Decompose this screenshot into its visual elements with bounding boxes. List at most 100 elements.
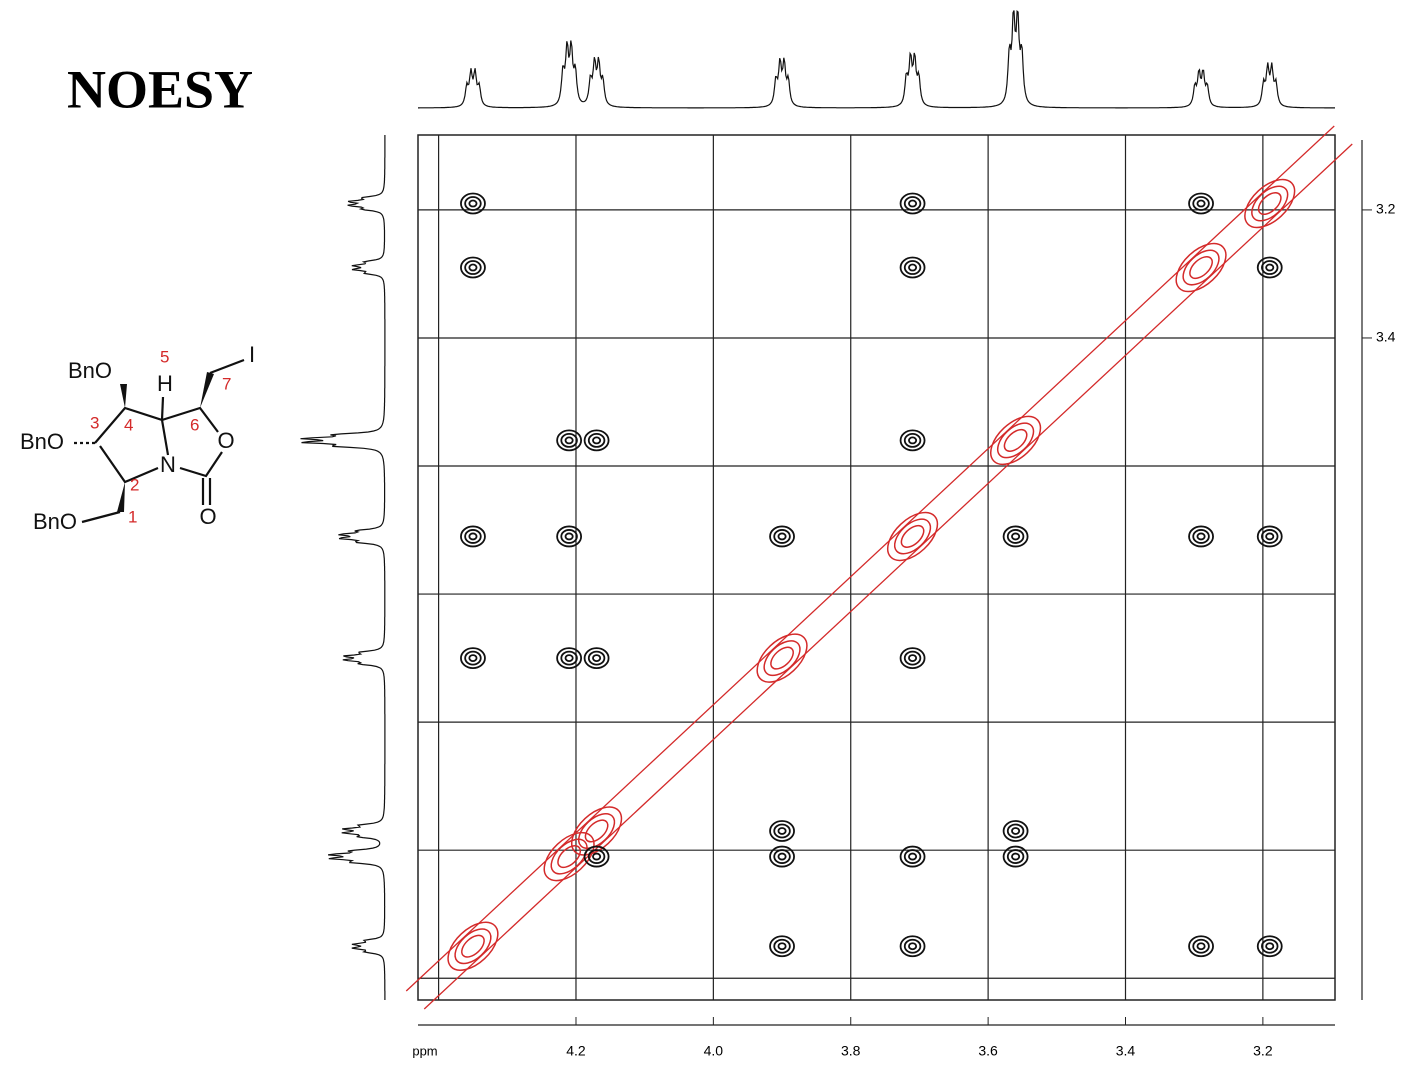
substituent: BnO <box>20 429 64 454</box>
cross-peak <box>1196 199 1206 208</box>
cross-peak <box>592 852 602 861</box>
cross-peak <box>903 849 922 864</box>
cross-peak <box>556 647 583 669</box>
cross-peak <box>468 532 478 541</box>
cross-peak <box>1192 196 1210 211</box>
atom: O <box>199 504 216 529</box>
bond <box>81 510 121 524</box>
cross-peak <box>560 529 578 544</box>
cross-peak <box>460 192 486 215</box>
x-tick-label: 4.0 <box>704 1043 724 1059</box>
cross-peak <box>777 942 787 951</box>
cross-peak <box>1261 529 1279 544</box>
diagonal-peak <box>990 415 1042 466</box>
cross-peak <box>1256 525 1283 548</box>
diagonal-peak <box>996 422 1035 459</box>
cross-peak <box>587 849 606 864</box>
cross-peak <box>1188 192 1214 215</box>
cross-peak <box>903 433 922 448</box>
diagonal-peak <box>756 633 808 683</box>
x-tick-label: 3.2 <box>1253 1043 1273 1059</box>
diagonal-peak <box>571 806 623 856</box>
cross-peak <box>592 654 602 662</box>
bond <box>94 406 170 456</box>
cross-peak <box>1261 260 1279 275</box>
cross-peak <box>908 942 918 951</box>
cross-peak <box>1188 525 1214 548</box>
cross-peak <box>1265 263 1275 272</box>
cross-peak <box>899 256 926 279</box>
diagonal-peak <box>461 934 485 958</box>
diagonal-peak <box>557 845 582 869</box>
diagonal-peak <box>447 921 499 971</box>
diagonal-peak <box>584 819 609 843</box>
cross-peak <box>464 260 482 275</box>
cross-peak <box>468 654 478 662</box>
diagonal-peak <box>543 831 595 882</box>
projection-trace <box>300 135 386 1000</box>
x-tick-label: 3.6 <box>978 1043 998 1059</box>
cross-peak <box>899 647 926 669</box>
cross-peak <box>899 192 926 215</box>
diagonal-peak <box>1251 185 1289 222</box>
cross-peak <box>773 938 791 954</box>
cross-peak <box>1196 942 1206 951</box>
cross-peak <box>903 650 922 666</box>
diagonal-peak <box>770 646 794 670</box>
cross-peak <box>1011 827 1021 835</box>
cross-peak <box>773 823 791 839</box>
cross-peak <box>583 647 610 669</box>
y-tick-label: 3.2 <box>1376 201 1396 217</box>
cross-peak <box>1192 529 1210 544</box>
diagonal-peak <box>900 524 925 548</box>
bond <box>209 358 245 375</box>
x-tick-label: 4.2 <box>566 1043 586 1059</box>
bond <box>179 451 223 478</box>
cross-peak <box>460 256 486 279</box>
cross-peak <box>1188 935 1214 958</box>
cross-peak <box>1256 935 1283 958</box>
cross-peak <box>769 845 795 868</box>
cross-peak <box>908 199 918 208</box>
diagonal-peak <box>1257 191 1282 216</box>
cross-peak <box>903 938 922 954</box>
cross-peak <box>1011 532 1021 541</box>
cross-peak <box>564 532 574 541</box>
cross-peak <box>1192 938 1210 954</box>
cross-peak <box>460 525 486 548</box>
cross-peak <box>1006 823 1025 839</box>
locant: 2 <box>130 475 139 494</box>
cross-peak <box>468 199 478 208</box>
cross-peak <box>1006 849 1025 864</box>
wedge-bond <box>117 482 125 512</box>
cross-peak <box>1002 820 1029 842</box>
wedge-bond <box>120 384 127 408</box>
cross-peak <box>560 433 578 448</box>
locant: 7 <box>222 374 231 393</box>
cross-peak <box>1265 942 1275 951</box>
y-tick-label: 3.4 <box>1376 329 1396 345</box>
cross-peak <box>899 845 926 868</box>
cross-peak <box>1261 938 1279 954</box>
cross-peak <box>777 827 787 835</box>
atom: H <box>157 371 173 396</box>
locant: 6 <box>190 415 199 434</box>
cross-peak <box>564 436 574 445</box>
atom: I <box>249 342 255 367</box>
cross-peak <box>773 529 791 544</box>
cross-peak <box>903 196 922 211</box>
diagonal-peak <box>577 812 616 849</box>
substituent: BnO <box>68 358 112 383</box>
cross-peak <box>908 436 918 445</box>
cross-peak <box>899 429 926 452</box>
cross-peak <box>560 650 578 666</box>
plot-frame <box>417 134 1336 1001</box>
bond <box>99 445 159 484</box>
wedge-bond <box>200 372 214 408</box>
diagonal-peak <box>893 518 932 555</box>
diagonal-peak <box>1175 242 1227 293</box>
diagonal-peak <box>1189 256 1213 280</box>
bond <box>160 396 165 421</box>
cross-peak <box>777 852 787 861</box>
